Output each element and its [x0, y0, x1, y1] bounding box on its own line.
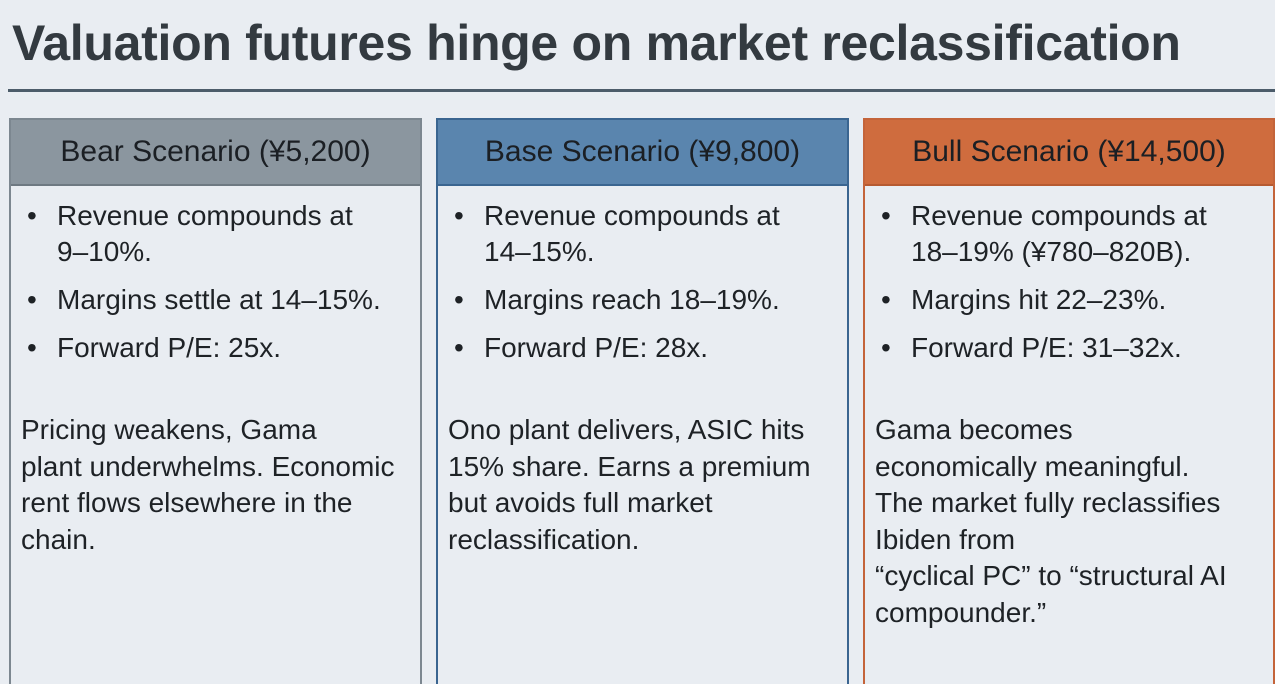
- summary-line: 15% share. Earns a premium: [448, 450, 811, 482]
- bullet-text: Margins hit 22–23%.: [911, 284, 1167, 315]
- base-bullet-list: • Revenue compounds at 14–15%. • Margins r…: [438, 186, 847, 366]
- bullet-item: • Forward P/E: 31–32x.: [865, 330, 1273, 366]
- bullet-text: Revenue compounds at 9–10%.: [57, 200, 353, 267]
- summary-line: Ono plant delivers, ASIC hits: [448, 414, 805, 445]
- summary-line: plant underwhelms. Economic: [21, 450, 395, 482]
- bear-scenario-card: Bear Scenario (¥5,200) • Revenue compound…: [9, 118, 422, 684]
- bull-scenario-card: Bull Scenario (¥14,500) • Revenue compoun…: [863, 118, 1275, 684]
- summary-line: rent flows elsewhere in the: [21, 487, 353, 518]
- base-scenario-header: Base Scenario (¥9,800): [438, 120, 847, 186]
- bear-scenario-header: Bear Scenario (¥5,200): [11, 120, 420, 186]
- bullet-item: • Margins reach 18–19%.: [438, 282, 847, 318]
- bullet-text: Revenue compounds at 18–19% (¥780–820B).: [911, 200, 1207, 267]
- summary-line: “cyclical PC” to “structural AI: [875, 560, 1227, 591]
- bullet-item: • Margins hit 22–23%.: [865, 282, 1273, 318]
- bullet-text: Forward P/E: 25x.: [57, 332, 282, 363]
- bullet-text: Revenue compounds at 14–15%.: [484, 200, 780, 267]
- bullet-text: Forward P/E: 31–32x.: [911, 332, 1182, 363]
- bullet-dot: •: [27, 200, 37, 231]
- bullet-item: • Revenue compounds at 9–10%.: [11, 198, 420, 270]
- bullet-dot: •: [454, 332, 464, 363]
- bullet-text: Margins reach 18–19%.: [484, 284, 780, 315]
- bullet-dot: •: [27, 284, 37, 315]
- title-divider: [8, 89, 1275, 92]
- bullet-item: • Revenue compounds at 14–15%.: [438, 198, 847, 270]
- summary-line: reclassification.: [448, 523, 640, 555]
- bullet-dot: •: [454, 200, 464, 231]
- bullet-dot: •: [881, 332, 891, 363]
- bull-summary: Gama becomes economically meaningful. Th…: [875, 412, 1269, 631]
- base-summary: Ono plant delivers, ASIC hits 15% share.…: [448, 412, 843, 558]
- bullet-text: Margins settle at 14–15%.: [57, 284, 381, 315]
- summary-line: The market fully reclassifies: [875, 487, 1221, 518]
- bullet-dot: •: [454, 284, 464, 315]
- bullet-item: • Margins settle at 14–15%.: [11, 282, 420, 318]
- bullet-item: • Forward P/E: 25x.: [11, 330, 420, 366]
- bullet-item: • Revenue compounds at 18–19% (¥780–820B)…: [865, 198, 1273, 270]
- bullet-dot: •: [881, 200, 891, 231]
- bullet-item: • Forward P/E: 28x.: [438, 330, 847, 366]
- bear-bullet-list: • Revenue compounds at 9–10%. • Margins se…: [11, 186, 420, 366]
- summary-line: but avoids full market: [448, 487, 713, 518]
- bullet-dot: •: [881, 284, 891, 315]
- bear-summary: Pricing weakens, Gama plant underwhelms.…: [21, 412, 416, 558]
- slide-title: Valuation futures hinge on market reclas…: [12, 15, 1181, 71]
- summary-line: compounder.”: [875, 596, 1047, 628]
- bull-scenario-header: Bull Scenario (¥14,500): [865, 120, 1273, 186]
- summary-line: Ibiden from: [875, 523, 1016, 555]
- base-scenario-card: Base Scenario (¥9,800) • Revenue compound…: [436, 118, 849, 684]
- bullet-dot: •: [27, 332, 37, 363]
- summary-line: chain.: [21, 523, 96, 555]
- summary-line: Pricing weakens, Gama: [21, 414, 317, 445]
- bullet-text: Forward P/E: 28x.: [484, 332, 709, 363]
- summary-line: economically meaningful.: [875, 450, 1190, 482]
- summary-line: Gama becomes: [875, 414, 1073, 445]
- bull-bullet-list: • Revenue compounds at 18–19% (¥780–820B)…: [865, 186, 1273, 366]
